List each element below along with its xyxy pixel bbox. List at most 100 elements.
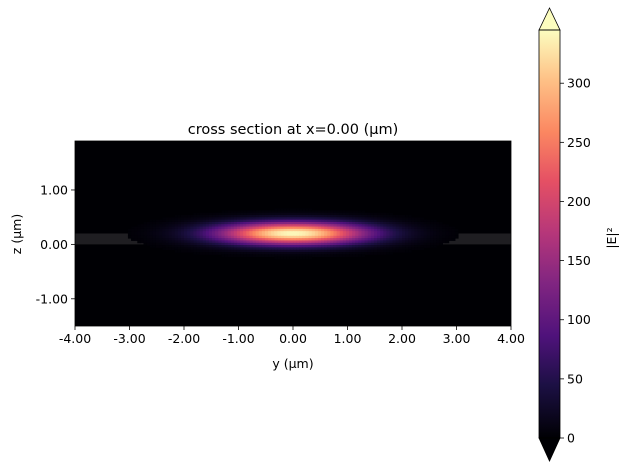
- heatmap-cell: [386, 252, 391, 255]
- heatmap-cell: [302, 221, 306, 225]
- heatmap-cell: [293, 233, 297, 237]
- heatmap-cell: [243, 226, 247, 230]
- heatmap-cell: [174, 245, 179, 248]
- heatmap-cell: [395, 238, 400, 241]
- heatmap-cell: [283, 252, 288, 255]
- heatmap-cell: [345, 254, 350, 258]
- heatmap-cell: [274, 228, 278, 232]
- heatmap-cell: [370, 219, 375, 223]
- heatmap-cell: [255, 235, 260, 239]
- heatmap-cell: [215, 242, 219, 246]
- heatmap-cell: [224, 233, 229, 237]
- heatmap-cell: [330, 210, 334, 214]
- heatmap-cell: [240, 228, 244, 232]
- heatmap-cell: [280, 240, 285, 244]
- heatmap-cell: [389, 217, 394, 221]
- heatmap-cell: [367, 245, 372, 248]
- heatmap-cell: [299, 242, 303, 246]
- heatmap-cell: [377, 245, 381, 248]
- heatmap-cell: [392, 231, 397, 234]
- heatmap-cell: [184, 224, 188, 228]
- heatmap-cell: [349, 228, 353, 232]
- heatmap-cell: [184, 231, 188, 234]
- heatmap-cell: [383, 240, 387, 244]
- colorbar-extend-min: [538, 437, 561, 462]
- heatmap-cell: [364, 247, 369, 251]
- heatmap-cell: [314, 254, 319, 258]
- heatmap-cell: [243, 249, 247, 253]
- heatmap-cell: [355, 228, 359, 232]
- heatmap-cell: [277, 256, 282, 260]
- heatmap-cell: [224, 238, 229, 241]
- heatmap-cell: [317, 245, 322, 248]
- heatmap-cell: [302, 217, 306, 221]
- heatmap-cell: [327, 238, 331, 241]
- heatmap-cell: [392, 240, 397, 244]
- heatmap-cell: [302, 252, 306, 255]
- heatmap-cell: [152, 242, 157, 246]
- heatmap-cell: [308, 208, 313, 211]
- heatmap-cell: [361, 231, 366, 234]
- heatmap-cell: [255, 212, 260, 216]
- heatmap-cell: [423, 228, 428, 232]
- heatmap-cell: [208, 217, 213, 221]
- heatmap-cell: [205, 242, 210, 246]
- heatmap-field: [75, 141, 511, 326]
- heatmap-cell: [202, 238, 207, 241]
- heatmap-cell: [174, 233, 179, 237]
- heatmap-cell: [184, 221, 188, 225]
- heatmap-cell: [364, 231, 369, 234]
- heatmap-cell: [271, 217, 275, 221]
- heatmap-cell: [168, 228, 173, 232]
- heatmap-cell: [349, 252, 353, 255]
- heatmap-cell: [240, 215, 244, 218]
- heatmap-cell: [131, 226, 135, 230]
- heatmap-cell: [277, 212, 282, 216]
- heatmap-cell: [137, 238, 141, 241]
- heatmap-cell: [324, 212, 328, 216]
- heatmap-cell: [152, 219, 157, 223]
- heatmap-cell: [246, 219, 250, 223]
- heatmap-cell: [339, 231, 344, 234]
- heatmap-cell: [308, 215, 313, 218]
- heatmap-cell: [305, 208, 310, 211]
- heatmap-cell: [193, 235, 197, 239]
- heatmap-cell: [208, 249, 213, 253]
- heatmap-cell: [236, 210, 241, 214]
- heatmap-cell: [140, 226, 145, 230]
- heatmap-cell: [448, 233, 453, 237]
- heatmap-cell: [171, 242, 176, 246]
- heatmap-cell: [395, 215, 400, 218]
- heatmap-cell: [184, 228, 188, 232]
- heatmap-cell: [411, 238, 415, 241]
- heatmap-cell: [386, 212, 391, 216]
- heatmap-cell: [293, 240, 297, 244]
- heatmap-cell: [454, 228, 459, 232]
- heatmap-cell: [324, 215, 328, 218]
- heatmap-cell: [184, 249, 188, 253]
- heatmap-cell: [149, 238, 154, 241]
- heatmap-cell: [236, 231, 241, 234]
- heatmap-cell: [212, 231, 216, 234]
- heatmap-cell: [426, 231, 431, 234]
- heatmap-cell: [252, 219, 257, 223]
- heatmap-cell: [277, 208, 282, 211]
- heatmap-cell: [349, 224, 353, 228]
- heatmap-cell: [296, 228, 300, 232]
- heatmap-cell: [208, 247, 213, 251]
- heatmap-cell: [230, 252, 235, 255]
- heatmap-cell: [218, 238, 222, 241]
- heatmap-cell: [423, 233, 428, 237]
- heatmap-cell: [202, 217, 207, 221]
- heatmap-cell: [171, 217, 176, 221]
- heatmap-cell: [426, 226, 431, 230]
- heatmap-cell: [190, 231, 194, 234]
- heatmap-cell: [286, 210, 291, 214]
- heatmap-cell: [395, 217, 400, 221]
- heatmap-cell: [408, 224, 412, 228]
- heatmap-cell: [414, 240, 419, 244]
- heatmap-cell: [308, 252, 313, 255]
- heatmap-cell: [261, 231, 266, 234]
- heatmap-cell: [439, 226, 443, 230]
- heatmap-cell: [377, 233, 381, 237]
